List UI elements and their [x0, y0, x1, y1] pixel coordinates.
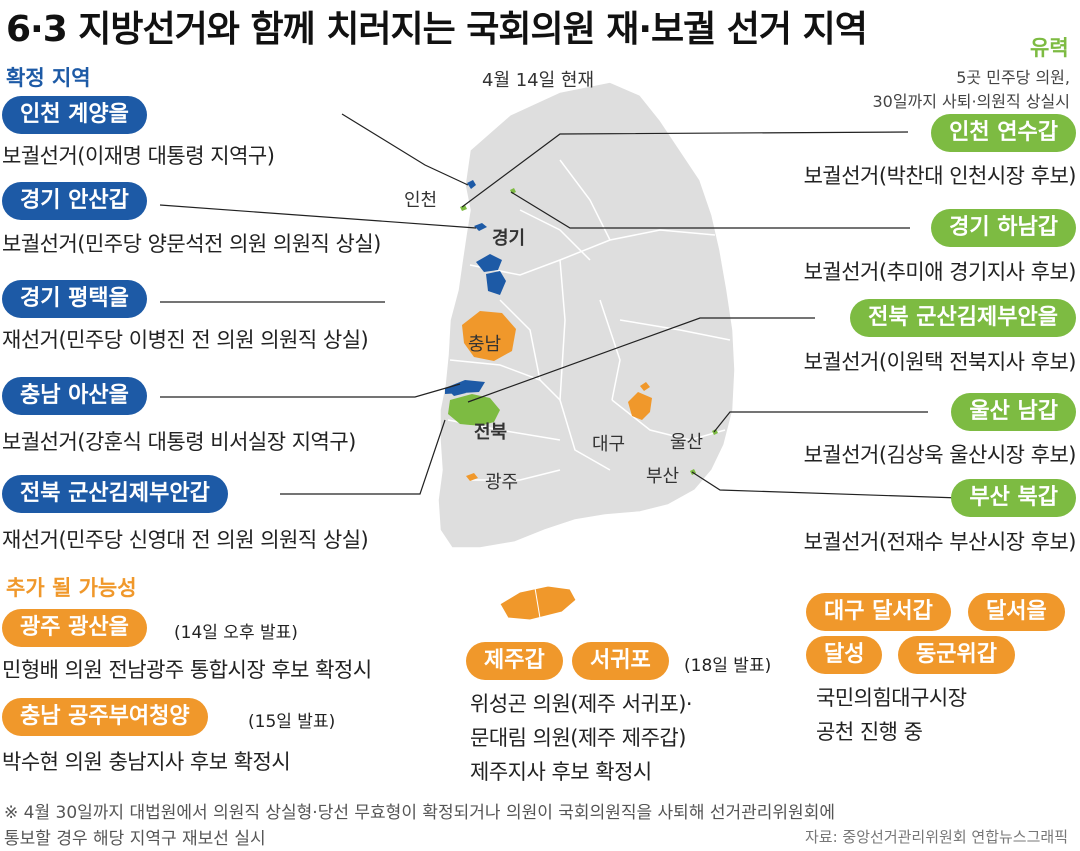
possible-item-dong-gunwi-gap: 동군위갑 — [898, 636, 1015, 674]
footnote-line2: 통보할 경우 해당 지역구 재보선 실시 — [4, 829, 266, 849]
map-label-gwangju: 광주 — [485, 472, 519, 493]
possible-desc-jeju-3: 제주지사 후보 확정시 — [470, 760, 652, 784]
date-note: 4월 14일 현재 — [482, 70, 595, 91]
likely-desc-hanam-gap: 보궐선거(추미애 경기지사 후보) — [803, 260, 1077, 284]
possible-date-gwangju: (14일 오후 발표) — [174, 623, 298, 643]
likely-desc-busan-bukgap: 보궐선거(전재수 부산시장 후보) — [803, 530, 1077, 554]
likely-desc-yeonsu-gap: 보궐선거(박찬대 인천시장 후보) — [803, 164, 1077, 188]
confirmed-item-incheon-gyeyang: 인천 계양을 — [2, 96, 147, 134]
possible-desc-jeju-1: 위성곤 의원(제주 서귀포)· — [470, 692, 693, 716]
possible-desc-daegu-1: 국민의힘대구시장 — [816, 686, 967, 710]
possible-desc-chungnam: 박수현 의원 충남지사 후보 확정시 — [2, 750, 291, 774]
region-asan-eul — [445, 380, 485, 394]
confirmed-desc-asan-eul: 보궐선거(강훈식 대통령 비서실장 지역구) — [2, 430, 356, 454]
region-gunsan-gap — [450, 389, 466, 396]
likely-note-line1: 5곳 민주당 의원, — [956, 68, 1070, 87]
possible-date-jeju: (18일 발표) — [684, 656, 772, 676]
map-label-chungnam: 충남 — [468, 334, 502, 355]
possible-item-daegu-dalseo-gap: 대구 달서갑 — [806, 593, 951, 631]
likely-item-ulsan-namgap: 울산 남갑 — [951, 393, 1076, 431]
region-ulsan-namgap — [712, 429, 718, 435]
possible-item-dalseo-eul: 달서을 — [968, 593, 1065, 631]
possible-desc-gwangju: 민형배 의원 전남광주 통합시장 후보 확정시 — [2, 658, 372, 682]
region-gwangju-gwangsan — [466, 473, 478, 481]
possible-item-chungnam-gongju: 충남 공주부여청양 — [2, 698, 208, 736]
region-pyeongtaek-eul — [476, 254, 506, 295]
footnote-line1: ※ 4월 30일까지 대법원에서 의원직 상실형·당선 무효형이 확정되거나 의… — [4, 803, 835, 823]
possible-item-jeju-gap: 제주갑 — [466, 642, 563, 680]
region-ansan-gap — [474, 223, 487, 231]
leader-lines — [159, 113, 961, 499]
map-label-daegu: 대구 — [592, 434, 626, 455]
region-gunsan-eul — [448, 394, 500, 426]
likely-item-gunsan-eul: 전북 군산김제부안을 — [850, 299, 1076, 337]
likely-item-yeonsu-gap: 인천 연수갑 — [931, 114, 1076, 152]
confirmed-item-gunsan-gap: 전북 군산김제부안갑 — [2, 475, 228, 513]
map-label-busan: 부산 — [646, 466, 680, 487]
likely-item-hanam-gap: 경기 하남갑 — [931, 209, 1076, 247]
possible-item-seogwipo: 서귀포 — [572, 642, 669, 680]
possible-date-chungnam: (15일 발표) — [248, 712, 336, 732]
possible-item-gwangju-gwangsan: 광주 광산을 — [2, 609, 147, 647]
province-borders — [447, 159, 731, 481]
likely-desc-ulsan-namgap: 보궐선거(김상욱 울산시장 후보) — [803, 443, 1077, 467]
map-label-gyeonggi: 경기 — [492, 228, 526, 249]
possible-desc-jeju-2: 문대림 의원(제주 제주갑) — [470, 726, 686, 750]
source-credit: 자료: 중앙선거관리위원회 연합뉴스그래픽 — [805, 828, 1068, 846]
likely-heading: 유력 — [1030, 36, 1069, 60]
possible-item-dalseong: 달성 — [806, 636, 883, 674]
region-daegu — [628, 382, 652, 420]
region-chungnam-gongju — [462, 311, 516, 361]
confirmed-item-pyeongtaek-eul: 경기 평택을 — [2, 280, 147, 318]
confirmed-item-asan-eul: 충남 아산을 — [2, 377, 147, 415]
confirmed-heading: 확정 지역 — [6, 66, 91, 90]
map-label-incheon: 인천 — [404, 190, 438, 211]
possible-desc-daegu-2: 공천 진행 중 — [816, 720, 923, 744]
map-label-ulsan: 울산 — [670, 432, 704, 453]
region-incheon-gyeyang — [467, 180, 476, 189]
confirmed-item-ansan-gap: 경기 안산갑 — [2, 182, 147, 220]
map-label-jeonbuk: 전북 — [474, 422, 508, 443]
likely-desc-gunsan-eul: 보궐선거(이원택 전북지사 후보) — [803, 350, 1077, 374]
page-title: 6·3 지방선거와 함께 치러지는 국회의원 재·보궐 선거 지역 — [6, 9, 868, 50]
confirmed-desc-incheon-gyeyang: 보궐선거(이재명 대통령 지역구) — [2, 144, 275, 168]
confirmed-desc-gunsan-gap: 재선거(민주당 신영대 전 의원 의원직 상실) — [2, 528, 369, 552]
likely-item-busan-bukgap: 부산 북갑 — [951, 479, 1076, 517]
possible-heading: 추가 될 가능성 — [6, 576, 137, 600]
likely-note-line2: 30일까지 사퇴·의원직 상실시 — [872, 92, 1070, 111]
confirmed-desc-ansan-gap: 보궐선거(민주당 양문석전 의원 의원직 상실) — [2, 232, 381, 256]
confirmed-desc-pyeongtaek-eul: 재선거(민주당 이병진 전 의원 의원직 상실) — [2, 328, 369, 352]
